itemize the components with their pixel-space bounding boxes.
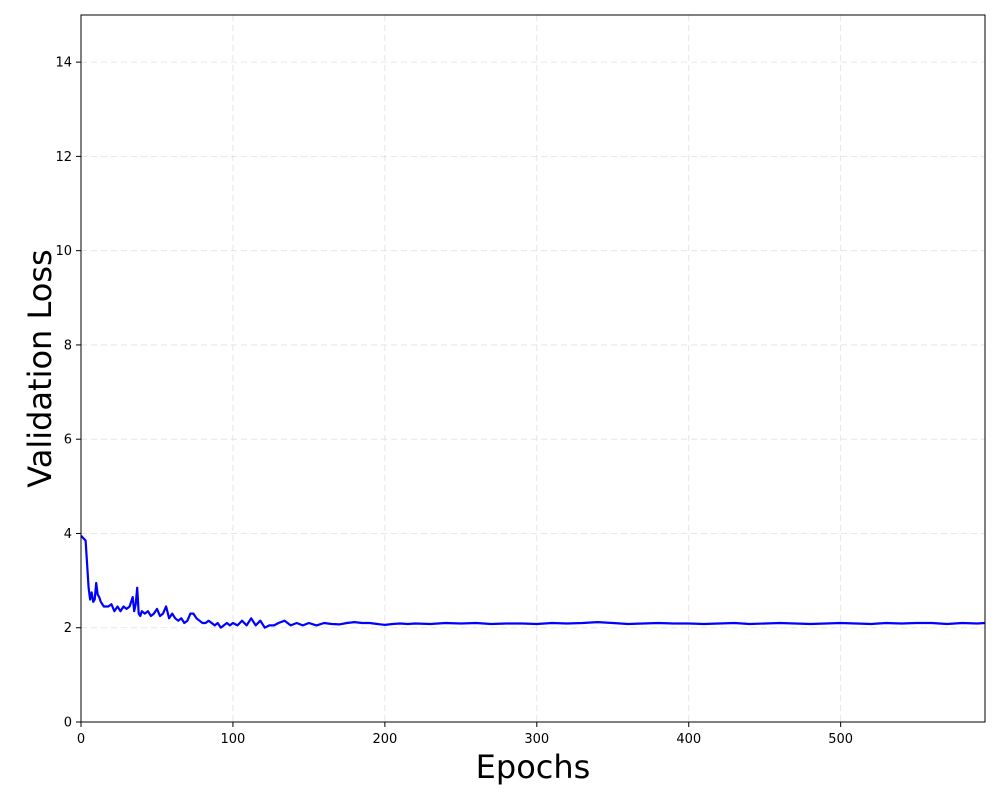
- plot-frame: [80, 14, 986, 723]
- y-tick-label: 4: [64, 527, 72, 542]
- y-axis-label: Validation Loss: [21, 249, 59, 487]
- y-tick-label: 2: [64, 621, 72, 636]
- series-layer: [80, 535, 986, 629]
- grid-layer: [80, 15, 985, 723]
- y-tick-label: 12: [55, 150, 72, 165]
- y-tick-label: 14: [55, 56, 72, 71]
- series-line: [80, 535, 986, 629]
- y-tick-label: 6: [64, 433, 72, 448]
- x-axis-label: Epochs: [476, 748, 591, 786]
- x-tick-label: 500: [828, 732, 853, 747]
- x-tick-label: 200: [372, 732, 397, 747]
- y-tick-label: 8: [64, 338, 72, 353]
- x-tick-label: 300: [524, 732, 549, 747]
- ticks-layer: 0 100 200 300 400 500 0 2 4 6 8 10 12 14: [55, 56, 853, 747]
- y-tick-label: 10: [55, 244, 72, 259]
- x-tick-label: 100: [221, 732, 246, 747]
- y-tick-label: 0: [64, 716, 72, 731]
- x-tick-label: 400: [676, 732, 701, 747]
- x-tick-label: 0: [77, 732, 85, 747]
